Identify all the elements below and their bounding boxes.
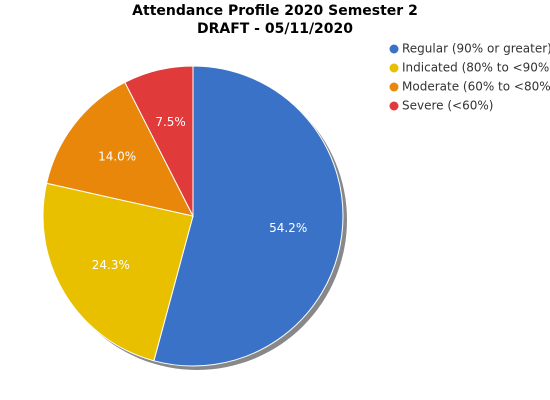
legend-marker: [389, 44, 399, 54]
pie-slice: [46, 81, 194, 217]
legend-marker: [389, 101, 399, 111]
legend-label: Severe (<60%): [402, 99, 493, 113]
pie-slice: [42, 182, 194, 362]
legend-marker: [389, 63, 399, 73]
value-label: 14.0%: [98, 150, 136, 164]
legend-label: Moderate (60% to <80%): [402, 80, 550, 94]
pie-slice: [124, 65, 194, 217]
chart-title: Attendance Profile 2020 Semester 2: [132, 3, 418, 19]
legend-label: Regular (90% or greater): [402, 42, 550, 56]
value-label: 54.2%: [269, 221, 307, 235]
chart-subtitle: DRAFT - 05/11/2020: [197, 21, 353, 37]
value-label: 24.3%: [92, 258, 130, 272]
pie-slice: [153, 65, 344, 367]
value-label: 7.5%: [155, 115, 186, 129]
legend-marker: [389, 82, 399, 92]
legend-label: Indicated (80% to <90%): [402, 61, 550, 75]
